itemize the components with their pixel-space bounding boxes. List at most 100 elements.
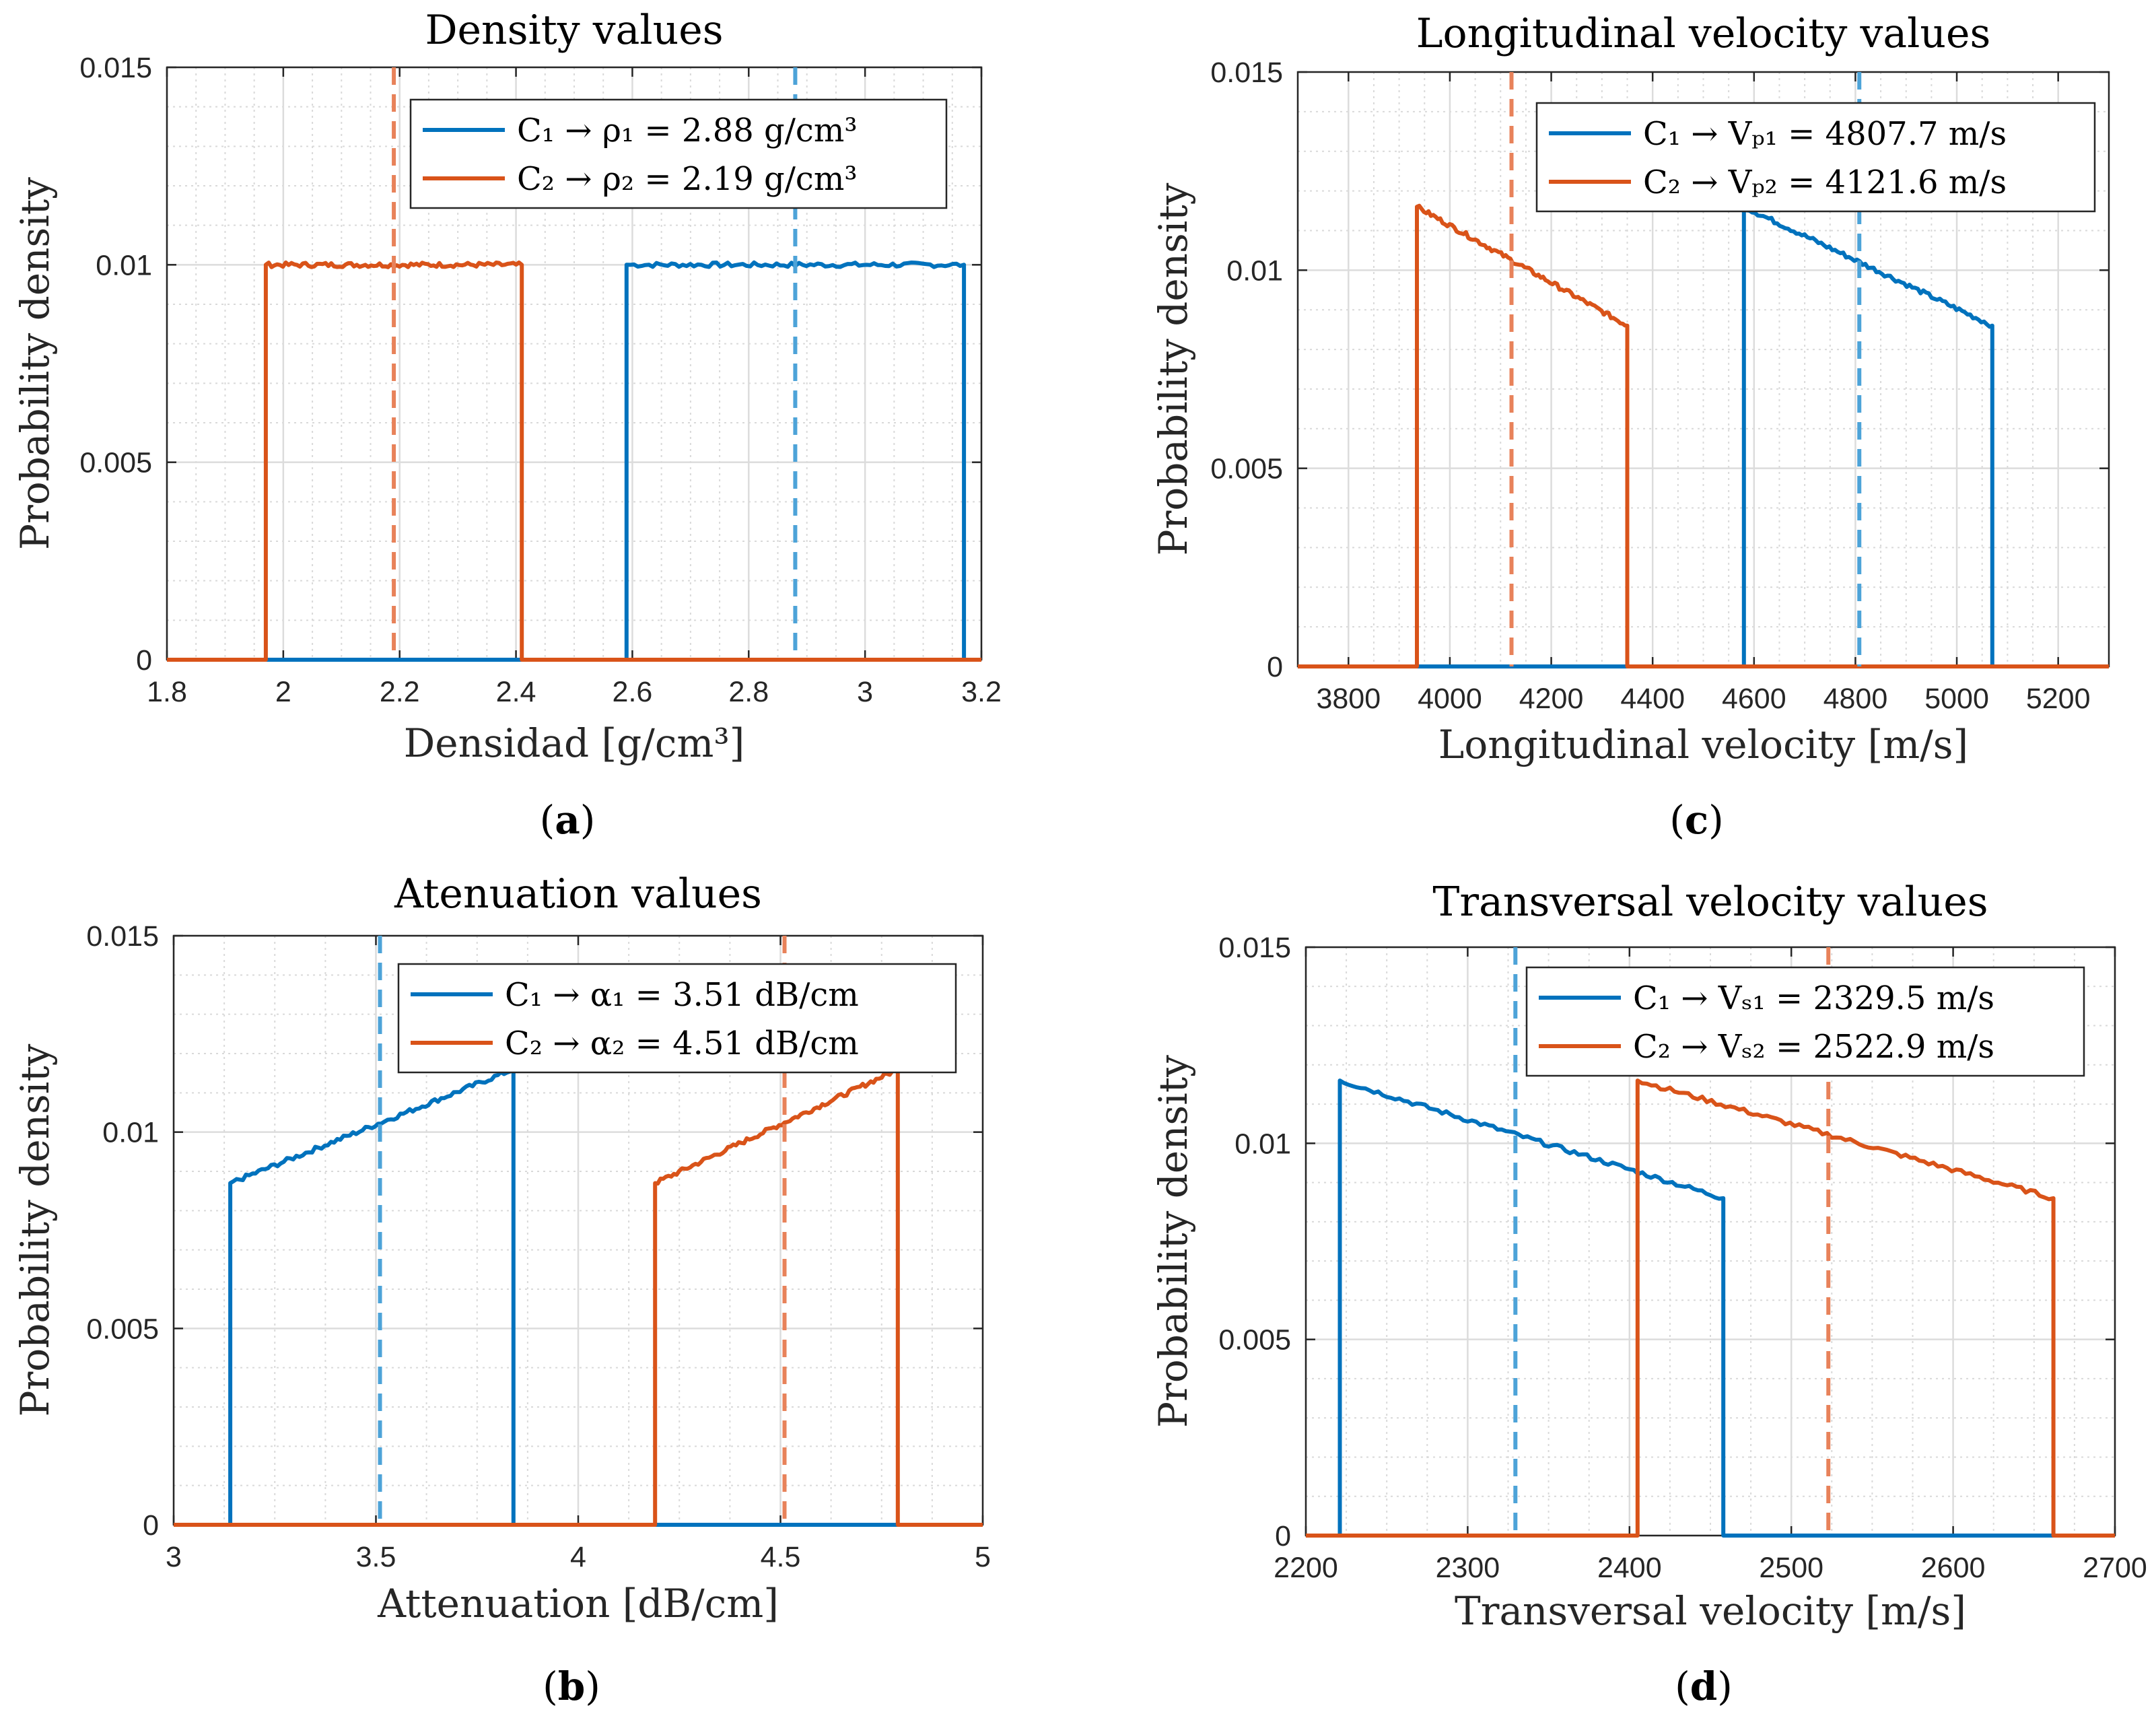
- x-tick-label: 4000: [1418, 683, 1482, 715]
- x-tick-label: 2.2: [380, 676, 420, 708]
- x-axis-label: Attenuation [dB/cm]: [377, 1581, 779, 1626]
- legend: C₁ → α₁ = 3.51 dB/cm C₂ → α₂ = 4.51 dB/cm: [397, 963, 957, 1074]
- panel-tag-open-paren: (: [1675, 1663, 1690, 1709]
- series-line-C2: [174, 1067, 983, 1527]
- legend-box: [409, 98, 948, 209]
- y-axis-label: Probability density: [1150, 1055, 1196, 1428]
- panel-tag-close-paren: ): [1708, 797, 1724, 843]
- x-axis-label: Longitudinal velocity [m/s]: [1438, 722, 1968, 767]
- panel-c: 3800 4000 4200 4400 4600 4800 5000 5200 0 0.005 0.…: [1150, 10, 2110, 843]
- x-tick-label: 2500: [1759, 1552, 1823, 1584]
- x-tick-label: 5000: [1924, 683, 1989, 715]
- x-tick-label: 2300: [1436, 1552, 1500, 1584]
- x-tick-label: 2: [275, 676, 291, 708]
- x-tick-label: 2400: [1597, 1552, 1662, 1584]
- x-tick-label: 3.5: [356, 1541, 396, 1573]
- y-tick-label: 0.015: [1210, 57, 1283, 89]
- x-tick-label: 2200: [1274, 1552, 1338, 1584]
- legend: C₁ → ρ₁ = 2.88 g/cm³ C₂ → ρ₂ = 2.19 g/cm³: [409, 98, 948, 209]
- panel-b: 3 3.5 4 4.5 5 0 0.005 0.01 0.015 C₁ → α₁ = 3.51 d…: [12, 870, 991, 1709]
- panel-d: 2200 2300 2400 2500 2600 2700 0 0.005 0.01 0.015 C…: [1150, 879, 2147, 1709]
- panel-tag-letter: d: [1690, 1663, 1718, 1709]
- legend-box: [1525, 966, 2085, 1077]
- x-tick-label: 4: [570, 1541, 586, 1573]
- x-tick-label: 4600: [1722, 683, 1786, 715]
- chart-title: Atenuation values: [394, 870, 762, 918]
- panel-a: 1.8 2 2.2 2.4 2.6 2.8 3 3.2 0 0.005 0.01 0.015 C₁ → …: [12, 7, 1002, 843]
- y-tick-label: 0.01: [1235, 1128, 1291, 1160]
- y-tick-label: 0.015: [79, 52, 152, 84]
- legend-label-C2: C₂ → ρ₂ = 2.19 g/cm³: [517, 160, 858, 198]
- panel-tag-open-paren: (: [540, 797, 555, 843]
- y-tick-label: 0.01: [102, 1117, 159, 1149]
- x-tick-label: 2.8: [728, 676, 769, 708]
- minor-grid: [1298, 72, 2109, 666]
- axes-box: [1305, 946, 2116, 1537]
- panel-tag: (d): [1675, 1663, 1733, 1709]
- x-tick-label: 4200: [1519, 683, 1584, 715]
- legend-label-C2: C₂ → Vₛ₂ = 2522.9 m/s: [1633, 1028, 1994, 1066]
- legend: C₁ → Vₚ₁ = 4807.7 m/s C₂ → Vₚ₂ = 4121.6 m…: [1535, 102, 2096, 213]
- series-line-C1: [174, 1067, 983, 1527]
- y-tick-label: 0.015: [86, 920, 159, 953]
- x-tick-label: 3800: [1316, 683, 1381, 715]
- x-tick-label: 5200: [2026, 683, 2091, 715]
- x-tick-label: 2600: [1921, 1552, 1986, 1584]
- series-line-C2: [1298, 203, 2109, 668]
- panel-tag-close-paren: ): [580, 797, 596, 843]
- x-tick-label: 4400: [1620, 683, 1685, 715]
- y-tick-label: 0: [143, 1509, 159, 1542]
- y-axis-label: Probability density: [1150, 182, 1196, 555]
- x-tick-label: 4.5: [761, 1541, 801, 1573]
- chart-title: Longitudinal velocity values: [1416, 10, 1991, 57]
- legend: C₁ → Vₛ₁ = 2329.5 m/s C₂ → Vₛ₂ = 2522.9 m…: [1525, 966, 2085, 1077]
- y-tick-label: 0.01: [1226, 254, 1283, 287]
- x-tick-label: 2700: [2083, 1552, 2147, 1584]
- y-tick-label: 0: [1275, 1520, 1291, 1552]
- y-tick-label: 0.005: [1218, 1324, 1291, 1356]
- panel-tag: (a): [540, 797, 596, 843]
- x-tick-label: 4800: [1823, 683, 1888, 715]
- panel-tag-close-paren: ): [585, 1663, 600, 1709]
- panel-tag: (b): [543, 1663, 600, 1709]
- y-tick-label: 0.005: [79, 447, 152, 479]
- legend-box: [1535, 102, 2096, 213]
- series-line-C2: [1306, 1078, 2115, 1538]
- legend-label-C1: C₁ → α₁ = 3.51 dB/cm: [505, 976, 859, 1014]
- panel-tag: (c): [1669, 797, 1724, 843]
- panel-tag-letter: c: [1685, 797, 1708, 843]
- panel-tag-open-paren: (: [543, 1663, 558, 1709]
- x-tick-label: 2.4: [496, 676, 536, 708]
- legend-label-C2: C₂ → α₂ = 4.51 dB/cm: [505, 1025, 859, 1062]
- x-tick-label: 2.6: [613, 676, 653, 708]
- series-line-C1: [1298, 205, 2109, 668]
- legend-label-C1: C₁ → ρ₁ = 2.88 g/cm³: [517, 112, 858, 149]
- chart-title: Density values: [425, 7, 723, 54]
- y-axis-label: Probability density: [12, 177, 58, 550]
- panel-tag-close-paren: ): [1717, 1663, 1733, 1709]
- legend-box: [397, 963, 957, 1074]
- x-axis-label: Transversal velocity [m/s]: [1455, 1588, 1966, 1634]
- y-axis-label: Probability density: [12, 1043, 58, 1416]
- x-axis-label: Densidad [g/cm³]: [404, 720, 744, 766]
- x-tick-label: 3.2: [961, 676, 1002, 708]
- y-tick-label: 0.005: [1210, 453, 1283, 485]
- y-tick-label: 0.005: [86, 1313, 159, 1345]
- legend-label-C1: C₁ → Vₛ₁ = 2329.5 m/s: [1633, 980, 1994, 1017]
- x-tick-label: 1.8: [147, 676, 187, 708]
- y-tick-label: 0.01: [96, 249, 152, 281]
- x-tick-label: 3: [166, 1541, 182, 1573]
- y-tick-label: 0.015: [1218, 932, 1291, 964]
- x-tick-label: 5: [975, 1541, 991, 1573]
- panel-tag-letter: b: [558, 1663, 586, 1709]
- legend-label-C1: C₁ → Vₚ₁ = 4807.7 m/s: [1643, 115, 2007, 153]
- panel-tag-letter: a: [555, 797, 580, 843]
- x-tick-label: 3: [857, 676, 873, 708]
- series-line-C1: [1306, 1078, 2115, 1538]
- legend-label-C2: C₂ → Vₚ₂ = 4121.6 m/s: [1643, 164, 2007, 201]
- y-tick-label: 0: [136, 644, 152, 677]
- chart-title: Transversal velocity values: [1432, 879, 1988, 926]
- panel-tag-open-paren: (: [1669, 797, 1685, 843]
- y-tick-label: 0: [1267, 651, 1283, 683]
